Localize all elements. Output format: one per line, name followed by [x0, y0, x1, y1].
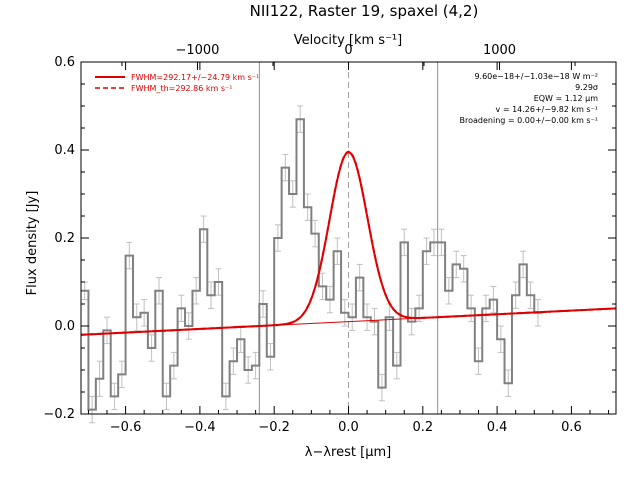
x-tick-label: 0.2	[412, 420, 433, 435]
x-tick-label: 0.0	[338, 420, 359, 435]
y-tick-label: 0.0	[54, 319, 75, 334]
reference-lines	[258, 62, 439, 414]
x-tick-label: −0.4	[184, 420, 216, 435]
fit-gaussian	[80, 151, 617, 336]
top-tick-label: 0	[344, 43, 352, 58]
x-tick-label: 0.6	[561, 420, 582, 435]
y-axis-label: Flux density [Jy]	[25, 191, 40, 296]
legend-label-fwhm: FWHM=292.17+/−24.79 km s⁻¹	[131, 73, 259, 82]
axes: −0.6 −0.4 −0.2 0.0 0.2 0.4 0.6 −0.2 0.0 0.2 0.4 0.6…	[43, 43, 617, 435]
top-tick-label: −1000	[175, 43, 219, 58]
legend: FWHM=292.17+/−24.79 km s⁻¹ FWHM_th=292.8…	[95, 73, 259, 93]
y-tick-label: 0.4	[54, 143, 75, 158]
y-tick-label: 0.6	[54, 55, 75, 70]
chart-title: NII122, Raster 19, spaxel (4,2)	[250, 2, 479, 20]
x-axis-label: λ−λrest [μm]	[305, 445, 391, 460]
y-tick-label: −0.2	[43, 407, 75, 422]
legend-label-fwhm-th: FWHM_th=292.86 km s⁻¹	[131, 84, 232, 93]
x-tick-label: −0.6	[110, 420, 142, 435]
annotation-flux: 9.60e−18+/−1.03e−18 W m⁻²	[474, 72, 598, 81]
x-tick-label: −0.2	[258, 420, 290, 435]
spectrum-histogram	[81, 118, 542, 411]
annotation-velocity: v = 14.26+/−9.82 km s⁻¹	[496, 105, 598, 114]
error-bars	[81, 105, 541, 424]
y-tick-label: 0.2	[54, 231, 75, 246]
x-tick-label: 0.4	[487, 420, 508, 435]
annotation-sigma: 9.29σ	[575, 83, 598, 92]
fit-annotations: 9.60e−18+/−1.03e−18 W m⁻² 9.29σ EQW = 1.…	[460, 72, 599, 125]
annotation-eqw: EQW = 1.12 μm	[534, 94, 598, 103]
top-tick-label: 1000	[483, 43, 516, 58]
annotation-broadening: Broadening = 0.00+/−0.00 km s⁻¹	[460, 116, 598, 125]
top-axis-label: Velocity [km s⁻¹]	[294, 33, 402, 48]
